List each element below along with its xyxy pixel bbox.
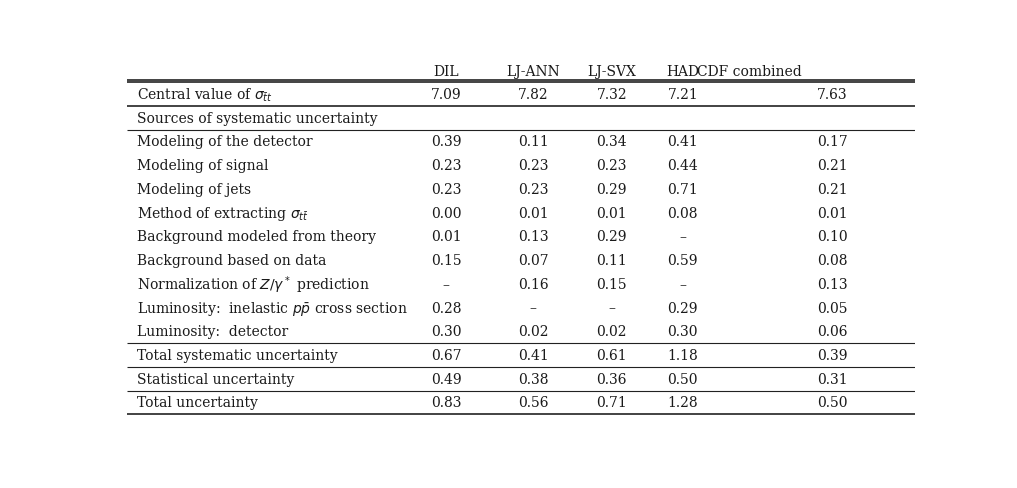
Text: 0.16: 0.16 [518, 277, 548, 291]
Text: 0.29: 0.29 [597, 183, 627, 197]
Text: Normalization of $Z/\gamma^*$ prediction: Normalization of $Z/\gamma^*$ prediction [136, 273, 369, 295]
Text: 0.41: 0.41 [518, 348, 548, 362]
Text: 0.23: 0.23 [597, 159, 627, 173]
Text: 0.23: 0.23 [431, 183, 462, 197]
Text: 0.21: 0.21 [818, 159, 848, 173]
Text: 0.23: 0.23 [431, 159, 462, 173]
Text: 0.39: 0.39 [431, 135, 462, 149]
Text: 0.67: 0.67 [431, 348, 462, 362]
Text: LJ-ANN: LJ-ANN [506, 65, 560, 79]
Text: 0.08: 0.08 [667, 206, 698, 220]
Text: 0.05: 0.05 [818, 301, 848, 315]
Text: 0.61: 0.61 [597, 348, 627, 362]
Text: Sources of systematic uncertainty: Sources of systematic uncertainty [136, 112, 377, 125]
Text: 0.29: 0.29 [597, 230, 627, 244]
Text: DIL: DIL [433, 65, 459, 79]
Text: 0.15: 0.15 [597, 277, 627, 291]
Text: Luminosity:  inelastic $p\bar{p}$ cross section: Luminosity: inelastic $p\bar{p}$ cross s… [136, 299, 407, 317]
Text: 7.21: 7.21 [667, 88, 698, 102]
Text: Modeling of jets: Modeling of jets [136, 183, 251, 197]
Text: 0.21: 0.21 [818, 183, 848, 197]
Text: 1.28: 1.28 [667, 396, 698, 409]
Text: 0.34: 0.34 [597, 135, 627, 149]
Text: 0.01: 0.01 [518, 206, 548, 220]
Text: 0.59: 0.59 [667, 254, 698, 267]
Text: 0.23: 0.23 [518, 159, 548, 173]
Text: 0.06: 0.06 [818, 325, 848, 339]
Text: 0.13: 0.13 [818, 277, 848, 291]
Text: 0.41: 0.41 [667, 135, 698, 149]
Text: HAD: HAD [666, 65, 700, 79]
Text: 0.23: 0.23 [518, 183, 548, 197]
Text: 0.01: 0.01 [597, 206, 627, 220]
Text: Central value of $\sigma_{\bar{t}t}$: Central value of $\sigma_{\bar{t}t}$ [136, 86, 273, 103]
Text: Method of extracting $\sigma_{t\bar{t}}$: Method of extracting $\sigma_{t\bar{t}}$ [136, 204, 308, 222]
Text: Background based on data: Background based on data [136, 254, 326, 267]
Text: 0.50: 0.50 [818, 396, 848, 409]
Text: 0.13: 0.13 [518, 230, 548, 244]
Text: 0.11: 0.11 [597, 254, 627, 267]
Text: LJ-SVX: LJ-SVX [588, 65, 637, 79]
Text: 0.38: 0.38 [518, 372, 548, 386]
Text: 0.29: 0.29 [667, 301, 698, 315]
Text: Statistical uncertainty: Statistical uncertainty [136, 372, 294, 386]
Text: –: – [530, 301, 537, 315]
Text: 0.00: 0.00 [431, 206, 462, 220]
Text: CDF combined: CDF combined [698, 65, 802, 79]
Text: 0.07: 0.07 [518, 254, 548, 267]
Text: 0.56: 0.56 [518, 396, 548, 409]
Text: 0.50: 0.50 [667, 372, 698, 386]
Text: 0.15: 0.15 [431, 254, 462, 267]
Text: 0.71: 0.71 [667, 183, 698, 197]
Text: Luminosity:  detector: Luminosity: detector [136, 325, 288, 339]
Text: –: – [608, 301, 615, 315]
Text: 0.30: 0.30 [667, 325, 698, 339]
Text: Background modeled from theory: Background modeled from theory [136, 230, 375, 244]
Text: 7.32: 7.32 [597, 88, 627, 102]
Text: –: – [679, 230, 686, 244]
Text: 7.63: 7.63 [818, 88, 848, 102]
Text: 0.02: 0.02 [597, 325, 627, 339]
Text: 0.44: 0.44 [667, 159, 698, 173]
Text: 7.82: 7.82 [518, 88, 548, 102]
Text: Total systematic uncertainty: Total systematic uncertainty [136, 348, 338, 362]
Text: 0.31: 0.31 [818, 372, 848, 386]
Text: 0.11: 0.11 [518, 135, 548, 149]
Text: 0.30: 0.30 [431, 325, 462, 339]
Text: 1.18: 1.18 [667, 348, 698, 362]
Text: 0.83: 0.83 [431, 396, 462, 409]
Text: 0.08: 0.08 [818, 254, 848, 267]
Text: 0.36: 0.36 [597, 372, 627, 386]
Text: Modeling of the detector: Modeling of the detector [136, 135, 312, 149]
Text: 0.71: 0.71 [597, 396, 627, 409]
Text: 0.02: 0.02 [518, 325, 548, 339]
Text: 0.17: 0.17 [818, 135, 848, 149]
Text: –: – [442, 277, 450, 291]
Text: 7.09: 7.09 [431, 88, 462, 102]
Text: Modeling of signal: Modeling of signal [136, 159, 268, 173]
Text: Total uncertainty: Total uncertainty [136, 396, 257, 409]
Text: 0.28: 0.28 [431, 301, 462, 315]
Text: 0.01: 0.01 [431, 230, 462, 244]
Text: 0.49: 0.49 [431, 372, 462, 386]
Text: –: – [679, 277, 686, 291]
Text: 0.01: 0.01 [818, 206, 848, 220]
Text: 0.10: 0.10 [818, 230, 848, 244]
Text: 0.39: 0.39 [818, 348, 848, 362]
